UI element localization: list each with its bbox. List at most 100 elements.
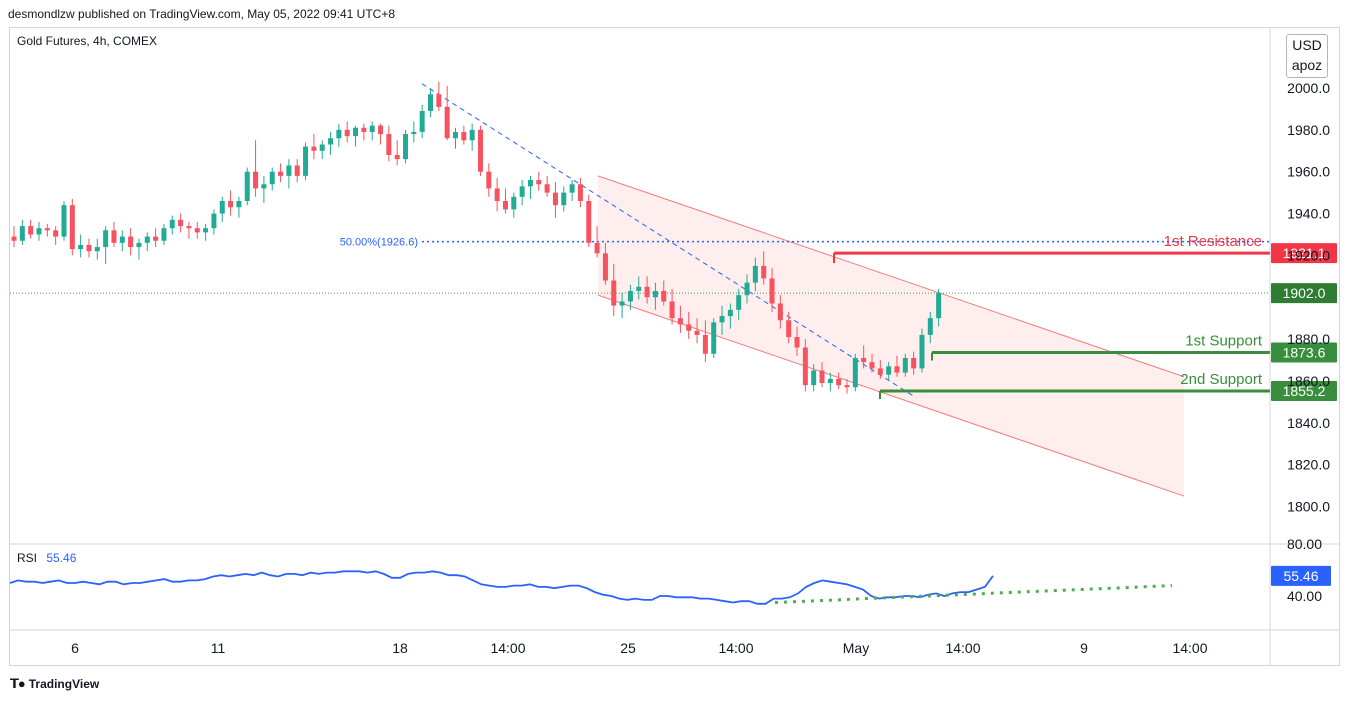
time-tick-label: 11 xyxy=(211,640,226,656)
symbol-title: Gold Futures, 4h, COMEX xyxy=(17,34,158,48)
candle-body xyxy=(361,127,367,132)
candle-body xyxy=(53,230,59,237)
chart-frame xyxy=(9,27,1340,666)
candle-body xyxy=(378,125,384,135)
last-price-text: 1902.0 xyxy=(1283,285,1326,301)
candle-body xyxy=(644,286,650,298)
candle-body xyxy=(203,228,209,233)
levels: 1st Resistance 1st Support 2nd Support xyxy=(833,233,1270,399)
channel-fill xyxy=(598,175,1184,497)
candle-body xyxy=(836,378,842,386)
candle-body xyxy=(711,322,717,354)
candle-body xyxy=(344,129,350,137)
price-tick-label: 1960.0 xyxy=(1287,164,1330,180)
candle-body xyxy=(511,196,517,210)
candle-body xyxy=(452,131,458,139)
channel-lower-line xyxy=(597,294,1185,497)
rsi-tick-label: 40.00 xyxy=(1287,588,1322,604)
currency-code: USD xyxy=(1292,37,1322,53)
candle-body xyxy=(761,265,767,279)
grid xyxy=(10,28,1340,666)
candle-body xyxy=(702,334,708,354)
candle-body xyxy=(328,138,334,145)
level-price-text: 1855.2 xyxy=(1283,383,1326,399)
time-tick-label: May xyxy=(843,640,869,656)
candle-body xyxy=(561,192,567,206)
time-tick-label: 14:00 xyxy=(490,640,525,656)
candle-body xyxy=(494,188,500,201)
candle-body xyxy=(894,366,900,373)
fib-50-label: 50.00%(1926.6) xyxy=(340,237,418,249)
candle-body xyxy=(802,347,808,386)
level-name: 2nd Support xyxy=(1180,371,1263,388)
candle-body xyxy=(936,293,942,319)
candle-body xyxy=(552,192,558,206)
candle-body xyxy=(636,286,642,291)
level-price-text: 1921.1 xyxy=(1283,245,1326,261)
publisher-credit: desmondlzw published on TradingView.com,… xyxy=(8,7,396,21)
candle-body xyxy=(594,242,600,254)
candle-body xyxy=(36,228,42,235)
candle-body xyxy=(19,226,25,241)
candle-body xyxy=(94,247,100,252)
candle-body xyxy=(86,244,92,252)
price-axis: 1921.1 1873.6 1855.2 2000.0 1980.0 1960.0 1940… xyxy=(1271,80,1337,515)
candle-body xyxy=(436,94,442,107)
currency-selector[interactable]: USD apoz xyxy=(1286,34,1328,78)
time-tick-label: 6 xyxy=(71,640,79,656)
candle-body xyxy=(11,236,17,241)
footer-brand[interactable]: 𝗧● TradingView xyxy=(10,676,99,692)
candle-body xyxy=(877,368,883,375)
candle-body xyxy=(186,226,192,229)
candle-body xyxy=(627,290,633,302)
rsi-trendline xyxy=(774,584,1173,604)
candle-body xyxy=(727,309,733,317)
candle-body xyxy=(261,184,267,189)
candle-body xyxy=(428,94,433,112)
candle-body xyxy=(527,180,533,187)
candle-body xyxy=(927,318,933,335)
tradingview-logo-icon: 𝗧● xyxy=(10,676,26,691)
candle-body xyxy=(244,171,250,201)
candle-body xyxy=(228,200,234,208)
candle-body xyxy=(869,362,875,369)
candle-body xyxy=(902,357,908,373)
candle-body xyxy=(861,357,867,363)
time-tick-label: 25 xyxy=(620,640,636,656)
candle-body xyxy=(886,366,892,375)
candle-body xyxy=(477,129,483,172)
price-tick-label: 1820.0 xyxy=(1287,457,1330,473)
candle-body xyxy=(286,165,292,176)
last-price-tag xyxy=(1271,283,1337,304)
candle-body xyxy=(69,205,75,250)
candle-body xyxy=(61,205,67,237)
level-price-tag xyxy=(1271,342,1337,363)
level-name: 1st Support xyxy=(1185,332,1263,349)
candle-body xyxy=(911,357,917,369)
candle-body xyxy=(652,290,658,298)
time-tick-label: 14:00 xyxy=(945,640,980,656)
candle-body xyxy=(78,244,84,250)
candle-body xyxy=(28,226,34,235)
level-price-tag xyxy=(1271,380,1337,401)
price-tick-label: 1860.0 xyxy=(1287,373,1330,389)
candle-body xyxy=(619,301,625,306)
candle-body xyxy=(194,228,200,233)
rsi-value-tag xyxy=(1271,565,1331,586)
candle-body xyxy=(469,129,475,141)
descending-channel xyxy=(597,175,1185,497)
candle-body xyxy=(586,200,592,243)
level-name: 1st Resistance xyxy=(1164,233,1262,250)
candle-body xyxy=(827,378,833,384)
time-tick-label: 14:00 xyxy=(718,640,753,656)
candle-body xyxy=(852,357,858,388)
fib-trend-line xyxy=(421,83,917,399)
candle-body xyxy=(719,316,725,323)
time-tick-label: 18 xyxy=(392,640,408,656)
candle-body xyxy=(403,134,409,160)
candle-body xyxy=(311,146,317,151)
candle-body xyxy=(128,236,134,248)
candle-body xyxy=(369,125,375,132)
candle-body xyxy=(444,106,450,139)
